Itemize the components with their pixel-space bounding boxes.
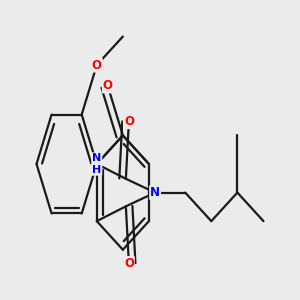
Text: N: N (150, 186, 160, 199)
Text: O: O (124, 257, 134, 270)
Text: O: O (103, 80, 113, 92)
Text: O: O (92, 58, 102, 72)
Text: O: O (124, 115, 134, 128)
Text: N
H: N H (92, 153, 101, 175)
